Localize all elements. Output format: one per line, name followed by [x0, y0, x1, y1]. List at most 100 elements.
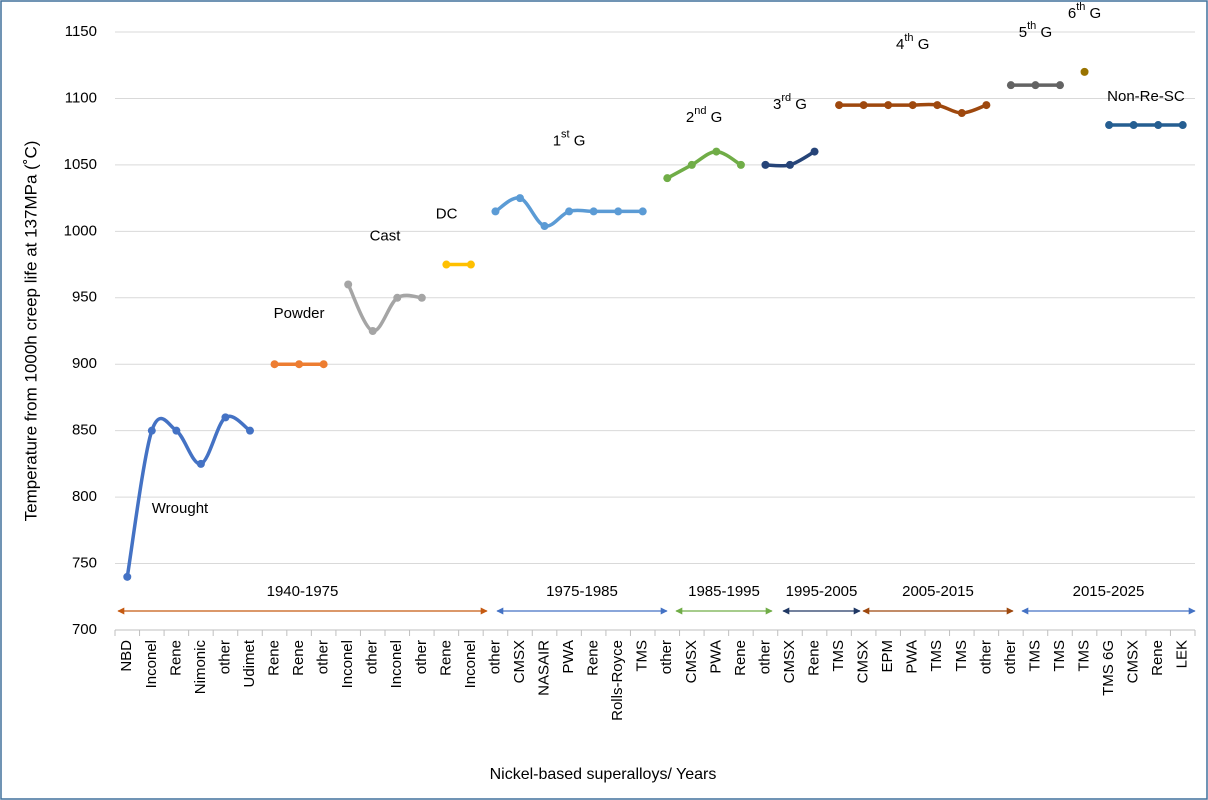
x-axis-title: Nickel-based superalloys/ Years [490, 766, 717, 783]
data-point [319, 360, 328, 369]
x-tick-label: Rolls-Royce [609, 640, 626, 721]
x-tick-label: NASAIR [536, 640, 553, 696]
data-point [1178, 121, 1187, 130]
y-tick-label: 1100 [65, 89, 97, 106]
label-part: 5 [1019, 24, 1027, 41]
x-tick-label: PWA [707, 640, 724, 674]
y-tick-label: 800 [72, 488, 97, 505]
data-point [442, 260, 451, 269]
data-point [417, 293, 426, 302]
x-tick-label: TMS [1076, 640, 1093, 672]
label-part: 3 [773, 96, 781, 113]
x-tick-label: Rene [806, 640, 823, 676]
data-point [368, 327, 377, 335]
x-tick-label: CMSX [855, 640, 872, 683]
period-label: 1995-2005 [786, 583, 858, 600]
x-tick-label: Rene [732, 640, 749, 676]
y-tick-label: 900 [72, 355, 97, 372]
x-tick-label: Inconel [388, 640, 405, 688]
label-sup: nd [694, 105, 706, 117]
x-tick-label: Rene [266, 640, 283, 676]
series-line [666, 149, 742, 180]
data-point [516, 194, 524, 203]
label-part: G [570, 132, 586, 149]
data-point [196, 459, 205, 468]
series-label: Powder [274, 305, 325, 322]
x-tick-label: Inconel [143, 640, 160, 688]
y-tick-label: 1050 [64, 156, 97, 173]
label-sup: th [1027, 20, 1036, 32]
x-tick-label: TMS [953, 640, 970, 672]
data-point [221, 413, 230, 422]
x-tick-label: other [658, 640, 675, 674]
data-point [712, 147, 721, 156]
x-tick-label: other [1002, 640, 1019, 674]
y-tick-label: 850 [72, 422, 97, 439]
series-label: Non-Re-SC [1107, 88, 1185, 105]
x-tick-label: other [413, 640, 430, 674]
data-point [663, 174, 672, 183]
label-sup: rd [781, 92, 791, 104]
data-point [908, 101, 917, 110]
y-axis-title: Temperature from 1000h creep life at 137… [21, 141, 40, 522]
x-tick-label: CMSX [1125, 640, 1142, 683]
x-tick-label: TMS 6G [1100, 640, 1117, 696]
data-point [736, 160, 745, 169]
x-tick-label: TMS [830, 640, 847, 672]
period-label: 1985-1995 [688, 583, 760, 600]
x-tick-label: other [977, 640, 994, 674]
x-tick-label: CMSX [683, 640, 700, 683]
x-tick-label: other [364, 640, 381, 674]
data-point [1006, 81, 1015, 90]
period-label: 1940-1975 [267, 583, 339, 600]
label-sup: th [904, 32, 913, 44]
x-tick-label: Udimet [241, 639, 258, 687]
x-tick-label: CMSX [781, 640, 798, 683]
data-point [123, 572, 132, 581]
x-tick-label: Rene [437, 640, 454, 676]
series-label: 2nd G [686, 105, 722, 126]
x-tick-label: Rene [290, 640, 307, 676]
x-tick-label: CMSX [511, 640, 528, 683]
data-point [982, 101, 991, 110]
series-label: 1st G [553, 128, 586, 149]
data-point [884, 101, 893, 110]
data-point [761, 160, 770, 169]
x-tick-label: PWA [904, 640, 921, 674]
data-point [859, 101, 868, 110]
x-tick-label: Rene [585, 640, 602, 676]
data-point [810, 147, 819, 156]
label-part: G [914, 36, 930, 53]
label-part: 2 [686, 109, 694, 126]
period-label: 2005-2015 [902, 583, 974, 600]
data-point [491, 207, 500, 216]
x-tick-label: TMS [634, 640, 651, 672]
data-point [1031, 81, 1040, 90]
period-label: 2015-2025 [1073, 583, 1145, 600]
x-tick-label: Rene [167, 640, 184, 676]
label-part: G [1085, 5, 1101, 22]
data-point [589, 207, 598, 216]
label-part: 1 [553, 132, 561, 149]
series-label: 3rd G [773, 92, 807, 113]
period-label: 1975-1985 [546, 583, 618, 600]
data-point [1129, 121, 1138, 130]
x-tick-label: TMS [928, 640, 945, 672]
data-point [957, 109, 966, 118]
y-tick-label: 950 [72, 289, 97, 306]
data-point [933, 101, 942, 110]
data-point [638, 207, 647, 216]
y-tick-label: 700 [72, 621, 97, 638]
data-point [1154, 121, 1163, 130]
data-point [786, 160, 794, 169]
y-tick-label: 1000 [64, 222, 97, 239]
data-point [172, 426, 181, 435]
label-part: 6 [1068, 5, 1076, 22]
x-tick-label: other [216, 640, 233, 674]
x-tick-label: Inconel [462, 640, 479, 688]
x-tick-label: other [486, 640, 503, 674]
label-part: G [791, 96, 807, 113]
series-label: DC [436, 206, 458, 223]
x-tick-label: NBD [118, 640, 135, 672]
